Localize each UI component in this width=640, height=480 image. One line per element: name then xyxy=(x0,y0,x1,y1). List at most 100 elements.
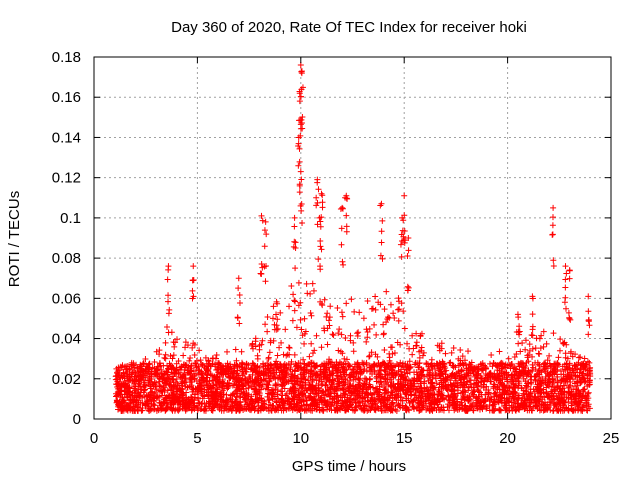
data-point xyxy=(515,314,522,321)
data-point xyxy=(352,404,359,411)
data-point xyxy=(513,351,520,358)
data-point xyxy=(156,360,163,367)
data-point xyxy=(310,397,317,404)
data-point xyxy=(568,406,575,413)
data-point xyxy=(274,375,281,382)
data-point xyxy=(392,395,399,402)
data-point xyxy=(391,394,398,401)
data-point xyxy=(515,340,522,347)
data-point xyxy=(425,377,432,384)
data-point xyxy=(555,361,562,368)
data-point xyxy=(357,383,364,390)
data-point xyxy=(377,301,384,308)
data-point xyxy=(303,280,310,287)
data-point xyxy=(259,337,266,344)
data-point xyxy=(153,379,160,386)
data-point xyxy=(296,90,303,97)
data-point xyxy=(240,406,247,413)
data-point xyxy=(290,396,297,403)
data-point xyxy=(466,395,473,402)
data-point xyxy=(182,344,189,351)
data-point xyxy=(566,267,573,274)
data-point xyxy=(519,401,526,408)
data-point xyxy=(515,394,522,401)
data-point xyxy=(524,383,531,390)
data-point xyxy=(388,379,395,386)
data-point xyxy=(339,205,346,212)
data-point xyxy=(586,322,593,329)
data-point xyxy=(404,252,411,259)
data-point xyxy=(334,304,341,311)
data-point xyxy=(144,405,151,412)
data-point xyxy=(292,265,299,272)
data-point xyxy=(119,374,126,381)
data-point xyxy=(240,370,247,377)
data-point xyxy=(367,383,374,390)
data-point xyxy=(338,225,345,232)
data-point xyxy=(142,355,149,362)
data-point xyxy=(124,377,131,384)
data-point xyxy=(344,380,351,387)
data-point xyxy=(297,168,304,175)
data-point xyxy=(487,394,494,401)
data-point xyxy=(176,387,183,394)
data-point xyxy=(299,406,306,413)
data-point xyxy=(363,361,370,368)
data-point xyxy=(195,371,202,378)
data-point xyxy=(223,383,230,390)
data-point xyxy=(278,339,285,346)
data-point xyxy=(385,388,392,395)
data-point xyxy=(467,377,474,384)
data-point xyxy=(573,379,580,386)
data-point xyxy=(320,366,327,373)
data-point xyxy=(306,353,313,360)
data-point xyxy=(252,377,259,384)
data-point xyxy=(188,394,195,401)
data-point xyxy=(276,344,283,351)
data-point xyxy=(507,365,514,372)
data-point xyxy=(405,284,412,291)
data-point xyxy=(567,350,574,357)
data-point xyxy=(502,387,509,394)
data-point xyxy=(387,344,394,351)
data-point xyxy=(261,371,268,378)
data-point xyxy=(361,407,368,414)
data-point xyxy=(193,362,200,369)
data-point xyxy=(134,365,141,372)
data-point xyxy=(585,317,592,324)
data-point xyxy=(364,329,371,336)
data-point xyxy=(398,253,405,260)
data-point xyxy=(114,376,121,383)
data-point xyxy=(496,372,503,379)
data-point xyxy=(446,407,453,414)
y-tick-label: 0.14 xyxy=(52,129,81,146)
data-point xyxy=(348,369,355,376)
data-point xyxy=(338,331,345,338)
data-point xyxy=(438,340,445,347)
data-point xyxy=(286,405,293,412)
data-point xyxy=(350,348,357,355)
data-point xyxy=(123,382,130,389)
data-point xyxy=(222,403,229,410)
data-point xyxy=(177,366,184,373)
data-point xyxy=(461,388,468,395)
data-point xyxy=(247,396,254,403)
data-point xyxy=(581,355,588,362)
data-point xyxy=(328,359,335,366)
data-point xyxy=(540,328,547,335)
data-point xyxy=(209,407,216,414)
data-point xyxy=(295,134,302,141)
data-point xyxy=(377,202,384,209)
data-point xyxy=(174,380,181,387)
data-point xyxy=(485,389,492,396)
data-point xyxy=(298,70,305,77)
data-point xyxy=(274,316,281,323)
y-tick-labels: 0 0.02 0.04 0.06 0.08 0.1 0.12 0.14 0.16 0.18 xyxy=(52,49,81,428)
data-point xyxy=(335,373,342,380)
data-point xyxy=(338,360,345,367)
data-point xyxy=(142,367,149,374)
data-point xyxy=(409,398,416,405)
data-point xyxy=(438,379,445,386)
data-point xyxy=(370,361,377,368)
data-point xyxy=(557,336,564,343)
